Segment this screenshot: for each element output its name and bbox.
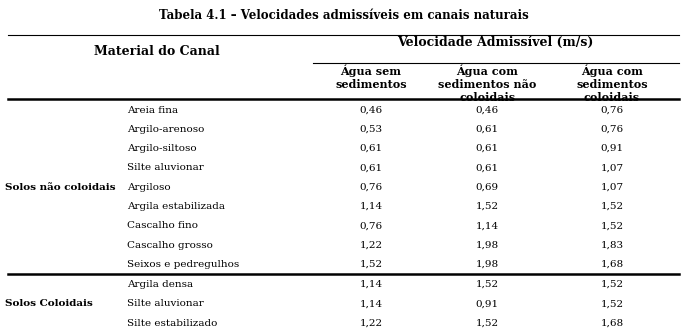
Text: 0,91: 0,91 [600, 144, 624, 153]
Text: 1,52: 1,52 [475, 280, 499, 289]
Text: Silte estabilizado: Silte estabilizado [126, 319, 217, 328]
Text: 1,98: 1,98 [475, 260, 499, 269]
Text: 1,68: 1,68 [600, 260, 624, 269]
Text: 0,46: 0,46 [359, 106, 383, 114]
Text: 1,52: 1,52 [600, 299, 624, 308]
Text: 1,14: 1,14 [359, 299, 383, 308]
Text: 1,22: 1,22 [359, 319, 383, 328]
Text: 1,07: 1,07 [600, 183, 624, 192]
Text: Areia fina: Areia fina [126, 106, 178, 114]
Text: Argilo-siltoso: Argilo-siltoso [126, 144, 196, 153]
Text: 0,46: 0,46 [475, 106, 499, 114]
Text: 1,52: 1,52 [600, 202, 624, 211]
Text: 1,52: 1,52 [600, 221, 624, 230]
Text: Solos Coloidais: Solos Coloidais [5, 299, 93, 308]
Text: 0,91: 0,91 [475, 299, 499, 308]
Text: Água com
sedimentos não
coloidais: Água com sedimentos não coloidais [438, 65, 537, 103]
Text: 1,83: 1,83 [600, 241, 624, 250]
Text: Silte aluvionar: Silte aluvionar [126, 299, 203, 308]
Text: Cascalho fino: Cascalho fino [126, 221, 198, 230]
Text: 1,52: 1,52 [475, 319, 499, 328]
Text: 0,61: 0,61 [475, 163, 499, 173]
Text: Argiloso: Argiloso [126, 183, 170, 192]
Text: Argilo-arenoso: Argilo-arenoso [126, 125, 204, 134]
Text: 1,52: 1,52 [359, 260, 383, 269]
Text: 1,22: 1,22 [359, 241, 383, 250]
Text: 1,98: 1,98 [475, 241, 499, 250]
Text: 0,61: 0,61 [359, 163, 383, 173]
Text: Silte aluvionar: Silte aluvionar [126, 163, 203, 173]
Text: Seixos e pedregulhos: Seixos e pedregulhos [126, 260, 239, 269]
Text: 0,76: 0,76 [359, 221, 383, 230]
Text: 0,61: 0,61 [475, 125, 499, 134]
Text: 0,61: 0,61 [475, 144, 499, 153]
Text: 1,52: 1,52 [600, 280, 624, 289]
Text: 0,53: 0,53 [359, 125, 383, 134]
Text: 1,14: 1,14 [359, 280, 383, 289]
Text: Velocidade Admissível (m/s): Velocidade Admissível (m/s) [398, 36, 594, 49]
Text: 0,76: 0,76 [600, 106, 624, 114]
Text: Material do Canal: Material do Canal [94, 46, 220, 58]
Text: 0,76: 0,76 [600, 125, 624, 134]
Text: 0,69: 0,69 [475, 183, 499, 192]
Text: 1,07: 1,07 [600, 163, 624, 173]
Text: Água sem
sedimentos: Água sem sedimentos [335, 65, 407, 90]
Text: 0,76: 0,76 [359, 183, 383, 192]
Text: 1,14: 1,14 [475, 221, 499, 230]
Text: Solos não coloidais: Solos não coloidais [5, 183, 115, 192]
Text: Cascalho grosso: Cascalho grosso [126, 241, 212, 250]
Text: 1,52: 1,52 [475, 202, 499, 211]
Text: Água com
sedimentos
coloidais: Água com sedimentos coloidais [576, 65, 648, 103]
Text: 1,14: 1,14 [359, 202, 383, 211]
Text: Argila estabilizada: Argila estabilizada [126, 202, 225, 211]
Text: Tabela 4.1 – Velocidades admissíveis em canais naturais: Tabela 4.1 – Velocidades admissíveis em … [159, 9, 528, 22]
Text: 0,61: 0,61 [359, 144, 383, 153]
Text: Argila densa: Argila densa [126, 280, 193, 289]
Text: 1,68: 1,68 [600, 319, 624, 328]
